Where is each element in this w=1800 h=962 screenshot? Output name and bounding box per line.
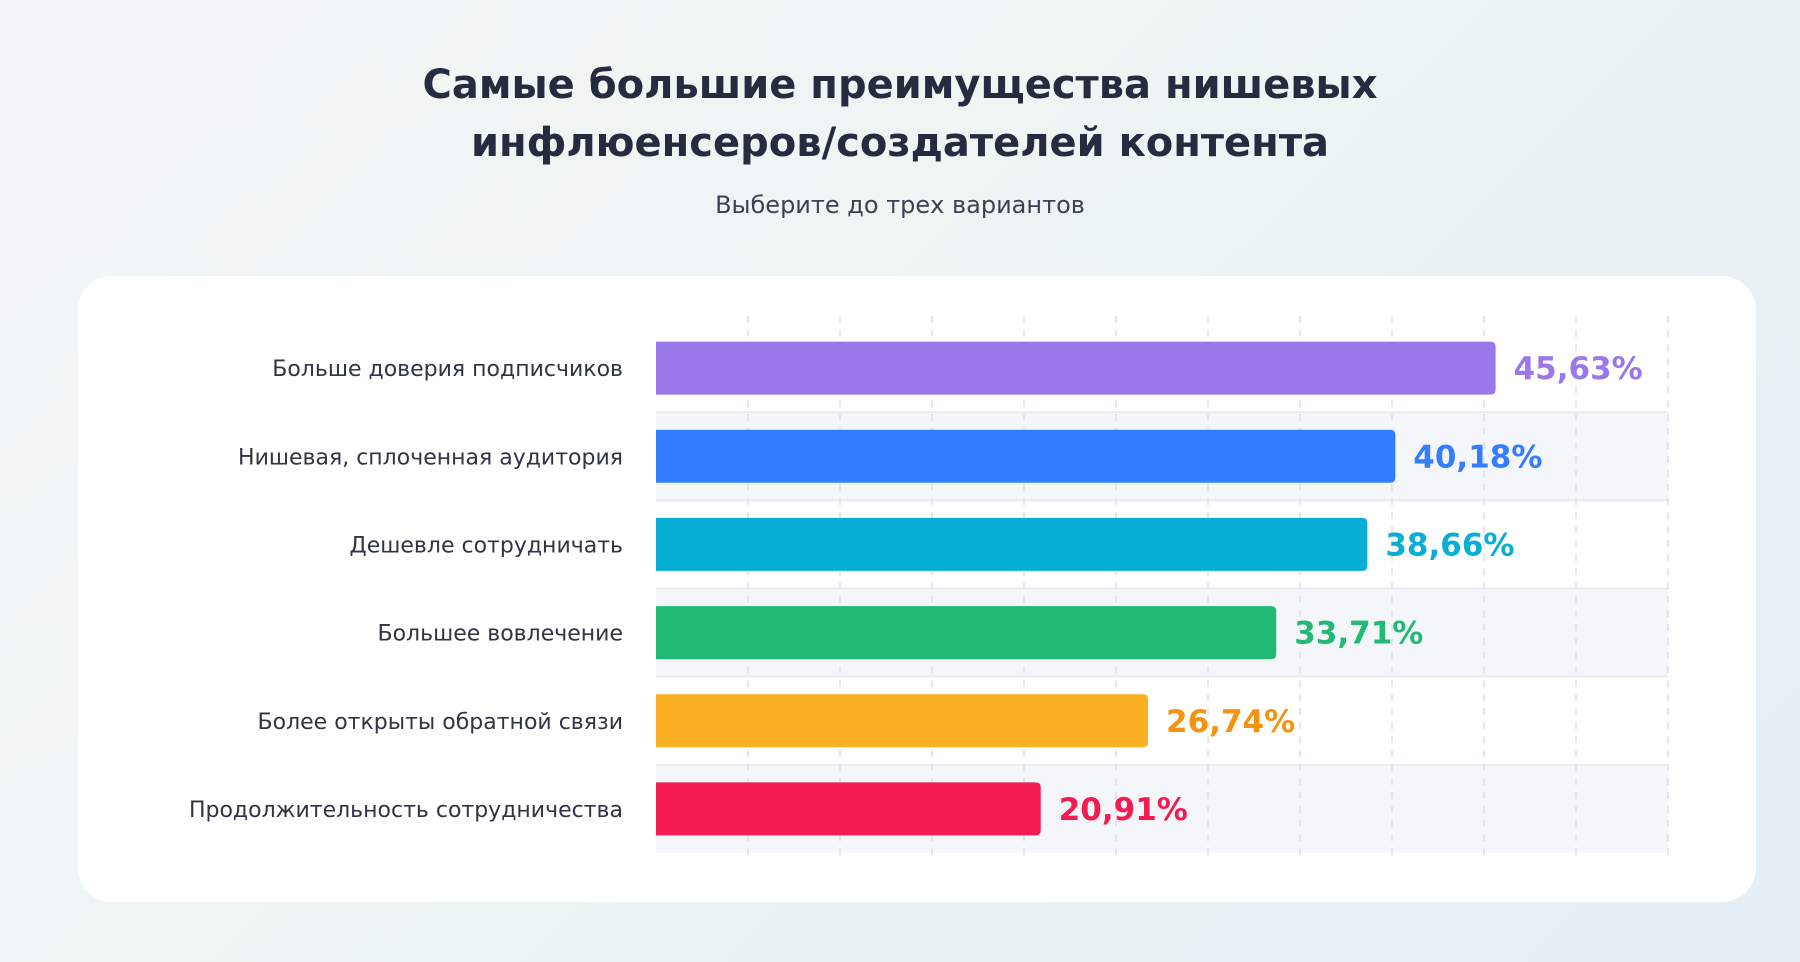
value-label: 26,74%	[1166, 704, 1295, 740]
category-label: Продолжительность сотрудничества	[189, 798, 623, 823]
value-label: 33,71%	[1294, 616, 1423, 652]
chart-title: Самые большие преимущества нишевых инфлю…	[422, 62, 1378, 166]
bar	[656, 517, 1368, 571]
category-label: Больше доверия подписчиков	[272, 357, 623, 382]
value-label: 20,91%	[1059, 792, 1188, 828]
bar	[656, 782, 1041, 836]
bar	[656, 606, 1277, 660]
bar	[656, 341, 1496, 395]
category-label: Дешевле сотрудничать	[350, 533, 623, 558]
bar	[656, 694, 1149, 748]
chart-card: Больше доверия подписчиков 45,63% Нишевая,…	[78, 276, 1756, 902]
value-label: 45,63%	[1514, 351, 1643, 387]
category-label: Более открыты обратной связи	[258, 710, 623, 735]
value-label: 38,66%	[1385, 527, 1514, 563]
bar-chart: Больше доверия подписчиков 45,63% Нишевая,…	[189, 316, 1669, 861]
category-label: Большее вовлечение	[377, 622, 623, 647]
value-label: 40,18%	[1413, 439, 1542, 475]
bar	[656, 429, 1396, 483]
category-label: Нишевая, сплоченная аудитория	[238, 445, 623, 470]
chart-subtitle: Выберите до трех вариантов	[715, 191, 1085, 219]
